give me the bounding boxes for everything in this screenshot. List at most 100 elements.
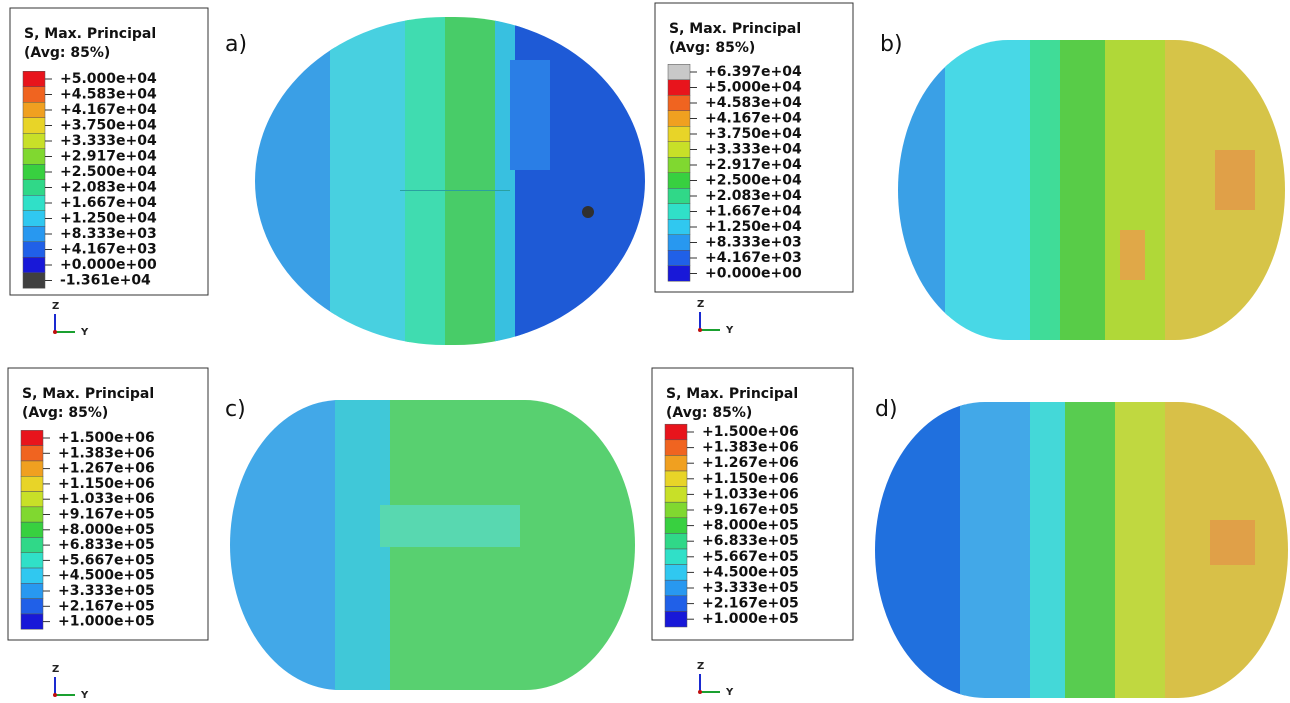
legend-swatch [667, 64, 691, 80]
legend-label: +6.397e+04 [705, 64, 802, 80]
legend-swatch [22, 210, 46, 227]
panel-letter: c) [225, 397, 246, 422]
legend-swatch [667, 157, 691, 173]
axis-origin [698, 328, 702, 332]
legend-label: +5.000e+04 [60, 71, 157, 87]
legend-swatch [667, 110, 691, 127]
legend-title: S, Max. Principal [22, 386, 154, 402]
legend-label: +3.750e+04 [705, 126, 802, 142]
legend-title: S, Max. Principal [669, 21, 801, 37]
legend-label: +3.333e+05 [702, 580, 799, 596]
legend-swatch [664, 548, 688, 565]
legend-title: S, Max. Principal [24, 26, 156, 42]
legend-subtitle: (Avg: 85%) [666, 405, 752, 421]
legend-label: +4.500e+05 [702, 564, 799, 580]
axis-y-label: Y [725, 687, 734, 698]
axis-y-label: Y [80, 690, 89, 701]
legend-swatch [20, 430, 44, 446]
legend-swatch [667, 234, 691, 251]
legend-label: +5.000e+04 [705, 80, 802, 96]
legend-swatch [20, 537, 44, 554]
legend-label: -1.361e+04 [60, 273, 151, 289]
legend-swatch [664, 470, 688, 487]
contour-d [875, 402, 1288, 698]
legend-label: +4.167e+04 [60, 102, 157, 118]
legend-label: +8.000e+05 [702, 518, 799, 534]
legend-swatch [664, 611, 688, 628]
legend-swatch [20, 583, 44, 599]
legend-swatch [667, 79, 691, 96]
legend-label: +4.583e+04 [705, 95, 802, 111]
legend-label: +4.167e+03 [705, 250, 802, 266]
legend-label: +1.250e+04 [60, 211, 157, 227]
legend-label: +2.500e+04 [705, 173, 802, 189]
legend-swatch [667, 265, 691, 282]
legend-swatch [664, 517, 688, 534]
legend-subtitle: (Avg: 85%) [24, 45, 110, 61]
legend-swatch [667, 250, 691, 266]
axis-z-label: Z [52, 664, 59, 675]
legend-swatch [667, 203, 691, 220]
legend-swatch [667, 219, 691, 235]
legend-label: +8.333e+03 [705, 235, 802, 251]
legend-swatch [667, 172, 691, 189]
contour-c [230, 400, 635, 690]
legend-swatch [20, 476, 44, 492]
legend-swatch [22, 272, 46, 289]
legend-label: +3.750e+04 [60, 118, 157, 134]
legend-label: +1.033e+06 [58, 491, 155, 507]
legend-label: +9.167e+05 [702, 502, 799, 518]
legend-label: +0.000e+00 [705, 266, 802, 282]
legend-swatch [664, 439, 688, 456]
legend-swatch [22, 164, 46, 180]
legend-swatch [664, 486, 688, 503]
legend-swatch [22, 71, 46, 87]
axis-origin [698, 690, 702, 694]
legend-label: +1.667e+04 [60, 195, 157, 211]
legend-swatch [22, 117, 46, 134]
axis-origin [53, 330, 57, 334]
legend-swatch [667, 188, 691, 204]
legend-swatch [22, 102, 46, 118]
legend-label: +2.083e+04 [705, 188, 802, 204]
legend-swatch [20, 567, 44, 584]
legend-label: +0.000e+00 [60, 257, 157, 273]
legend-swatch [664, 533, 688, 550]
legend-label: +2.500e+04 [60, 164, 157, 180]
legend-swatch [664, 564, 688, 581]
legend-swatch [664, 501, 688, 519]
axis-y-label: Y [725, 325, 734, 336]
legend-label: +1.383e+06 [58, 445, 155, 461]
panel-letter: d) [875, 397, 898, 422]
legend-label: +1.267e+06 [58, 461, 155, 477]
legend-swatch [664, 595, 688, 612]
legend-label: +1.267e+06 [702, 455, 799, 471]
legend-subtitle: (Avg: 85%) [669, 40, 755, 56]
legend-swatch [20, 552, 44, 569]
legend-label: +1.150e+06 [702, 471, 799, 487]
legend-label: +8.000e+05 [58, 522, 155, 538]
panel-letter: b) [880, 32, 903, 57]
legend-swatch [664, 579, 688, 597]
legend-label: +1.500e+06 [702, 424, 799, 440]
legend-swatch [20, 491, 44, 508]
legend-swatch [22, 241, 46, 258]
legend-label: +8.333e+03 [60, 226, 157, 242]
panel-letter: a) [225, 32, 247, 57]
legend-swatch [22, 148, 46, 165]
legend-swatch [667, 141, 691, 158]
axis-origin [53, 693, 57, 697]
legend-swatch [20, 506, 44, 523]
legend-subtitle: (Avg: 85%) [22, 405, 108, 421]
legend-label: +1.383e+06 [702, 440, 799, 456]
legend-label: +2.917e+04 [705, 157, 802, 173]
legend-swatch [22, 179, 46, 196]
legend-swatch [22, 195, 46, 211]
legend-swatch [22, 86, 46, 103]
legend-swatch [667, 95, 691, 111]
axis-z-label: Z [697, 661, 704, 672]
legend-swatch [22, 257, 46, 273]
legend-label: +1.000e+05 [58, 614, 155, 630]
legend-label: +5.667e+05 [702, 549, 799, 565]
